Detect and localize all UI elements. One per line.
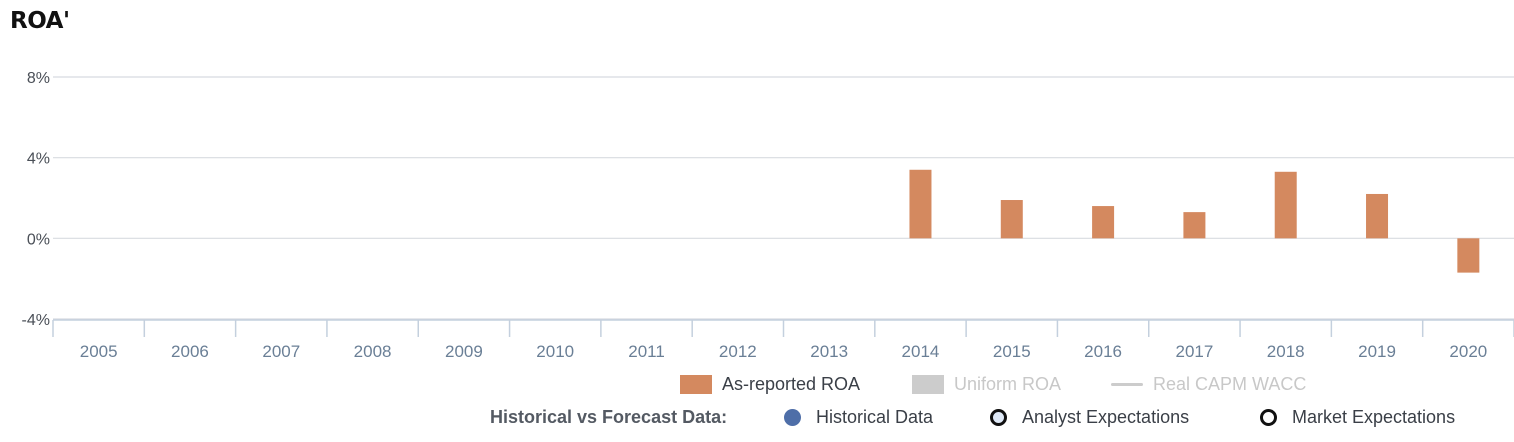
x-tick-label: 2015 [993, 342, 1031, 361]
x-tick-label: 2005 [80, 342, 118, 361]
analyst-dot-icon [990, 409, 1007, 426]
historical-vs-forecast-label: Historical vs Forecast Data: [490, 407, 728, 427]
legend-market-expectations[interactable]: Market Expectations [1260, 407, 1455, 428]
legend-label-wacc: Real CAPM WACC [1153, 374, 1307, 394]
legend-analyst-expectations[interactable]: Analyst Expectations [990, 407, 1189, 428]
grid-lines [53, 76, 1514, 320]
x-axis: 2005 2006 2007 2008 2009 2010 2011 2012 2013 2014… [52, 319, 1514, 361]
legend: As-reported ROA Uniform ROA Real CAPM WA… [0, 370, 1514, 442]
x-tick-label: 2006 [171, 342, 209, 361]
x-tick-label: 2009 [445, 342, 483, 361]
bar-2020 [1457, 238, 1480, 273]
bar-2014 [909, 169, 932, 239]
x-tick-label: 2013 [810, 342, 848, 361]
x-tick-label: 2012 [719, 342, 757, 361]
x-tick-label: 2014 [902, 342, 940, 361]
y-tick-label: 4% [27, 151, 50, 168]
legend-label-historical: Historical Data [816, 407, 934, 427]
x-tick-label: 2010 [536, 342, 574, 361]
legend-swatch-uniform [912, 375, 944, 394]
historical-dot-icon [784, 409, 801, 426]
legend-historical-data[interactable]: Historical Data [784, 407, 933, 428]
roa-chart: 8%4%0%-4% 2005 2006 2007 2008 2009 2010 2011 20… [22, 70, 1514, 361]
bar-2016 [1092, 206, 1115, 239]
legend-label-uniform: Uniform ROA [954, 374, 1062, 394]
x-tick-label: 2008 [354, 342, 392, 361]
legend-as-reported-roa[interactable]: As-reported ROA [680, 374, 860, 395]
legend-uniform-roa[interactable]: Uniform ROA [912, 374, 1061, 395]
y-tick-label: 8% [27, 70, 50, 87]
x-tick-label: 2019 [1358, 342, 1396, 361]
chart-title: ROA' [10, 8, 70, 34]
legend-label-market: Market Expectations [1292, 407, 1456, 427]
x-tick-label: 2017 [1175, 342, 1213, 361]
x-tick-label: 2018 [1267, 342, 1305, 361]
bar-2015 [1000, 200, 1023, 239]
legend-line-wacc [1111, 383, 1143, 386]
y-tick-label: -4% [22, 312, 50, 329]
x-tick-label: 2016 [1084, 342, 1122, 361]
legend-swatch-as-reported [680, 375, 712, 394]
x-tick-label: 2007 [262, 342, 300, 361]
bar-2017 [1183, 212, 1206, 239]
y-tick-label: 0% [27, 231, 50, 248]
bar-2018 [1274, 171, 1297, 239]
y-axis: 8% 4% 0% -4% [22, 70, 50, 329]
legend-real-capm-wacc[interactable]: Real CAPM WACC [1111, 374, 1306, 395]
x-tick-label: 2020 [1449, 342, 1487, 361]
market-dot-icon [1260, 409, 1277, 426]
legend-label-as-reported: As-reported ROA [722, 374, 861, 394]
bars [909, 169, 1480, 273]
bar-2019 [1366, 193, 1389, 239]
x-tick-label: 2011 [628, 342, 665, 361]
legend-label-analyst: Analyst Expectations [1022, 407, 1190, 427]
